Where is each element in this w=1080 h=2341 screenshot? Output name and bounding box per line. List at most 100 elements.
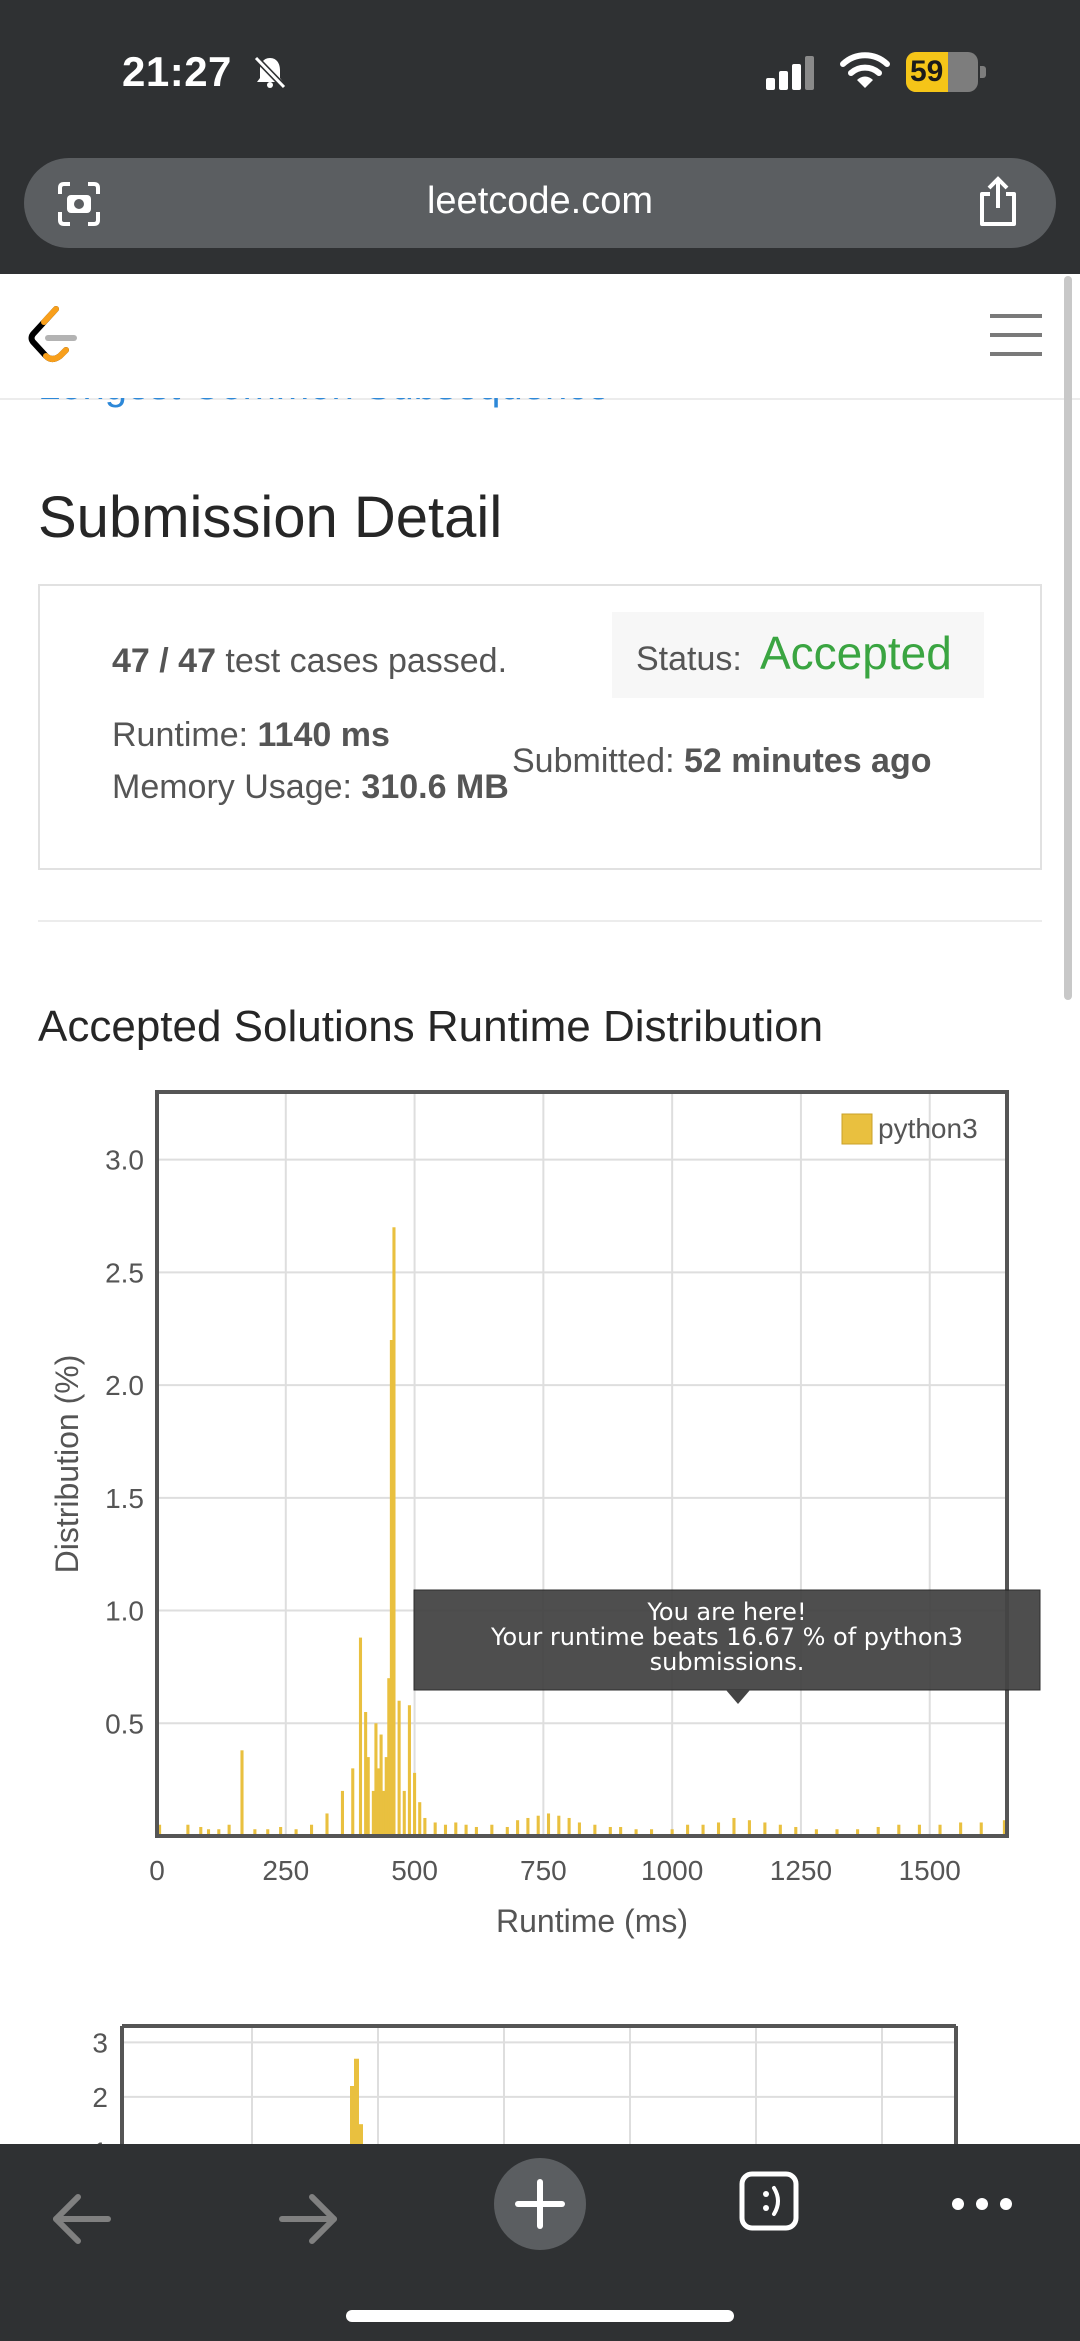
memory-distribution-chart[interactable]: 1 2 3 xyxy=(0,2006,1080,2144)
y-tick-label: 0.5 xyxy=(105,1708,144,1739)
chart-bar xyxy=(402,1790,406,1836)
chart-bar xyxy=(387,1678,391,1836)
chart-bar xyxy=(747,1820,751,1836)
chart-bar xyxy=(374,1723,378,1836)
test-cases-suffix: test cases passed. xyxy=(215,642,508,680)
chart-bar xyxy=(701,1824,705,1836)
signal-icon xyxy=(766,56,814,90)
runtime-tooltip xyxy=(413,1589,1041,1691)
submitted-label: Submitted: xyxy=(512,742,684,780)
y-tick-label: 2.0 xyxy=(105,1370,144,1401)
tooltip-line: You are here! xyxy=(646,1598,806,1626)
chart-bar xyxy=(392,1227,396,1836)
runtime-distribution-chart[interactable]: 0 250 500 750 1000 1250 1500 0.5 1.0 1.5 2.0 2.5 3.0… xyxy=(0,1078,1080,1958)
status-panel: Status: Accepted xyxy=(612,612,984,698)
chart-bar xyxy=(716,1822,721,1836)
x-tick-label: 1500 xyxy=(899,1855,961,1886)
chart-bar xyxy=(577,1822,581,1836)
share-icon[interactable] xyxy=(976,176,1020,228)
chart-bar xyxy=(358,2124,363,2144)
y-tick-label: 2 xyxy=(92,2082,108,2113)
chart-bar xyxy=(536,1815,540,1836)
memory-label: Memory Usage: xyxy=(112,768,362,806)
chart-bar xyxy=(384,1757,388,1836)
chart-bar xyxy=(979,1822,983,1836)
tabs-overview-icon[interactable] xyxy=(738,2170,800,2232)
tooltip-line: submissions. xyxy=(650,1648,805,1676)
chart-bar xyxy=(366,1757,370,1836)
memory-value: 310.6 MB xyxy=(361,768,509,806)
chart-bar xyxy=(464,1824,468,1836)
x-tick-label: 500 xyxy=(391,1855,438,1886)
page-content: Longest Common Subsequence Submission De… xyxy=(0,398,1080,2144)
new-tab-button[interactable] xyxy=(494,2158,586,2250)
chart-bar xyxy=(217,1829,221,1836)
chart-bar xyxy=(474,1826,478,1836)
y-tick-label: 1.5 xyxy=(105,1483,144,1514)
camera-scan-icon[interactable] xyxy=(56,182,102,226)
chart-bar xyxy=(608,1826,612,1836)
chart-bar xyxy=(186,1824,190,1836)
chart-bar xyxy=(938,1824,942,1836)
chart-bar xyxy=(856,1829,860,1836)
leetcode-logo-icon[interactable] xyxy=(26,306,80,366)
chart-bar xyxy=(389,1340,393,1836)
chart-bar xyxy=(917,1824,921,1836)
chart-bar xyxy=(814,1829,818,1836)
submitted-line: Submitted: 52 minutes ago xyxy=(512,742,932,781)
address-bar[interactable]: leetcode.com xyxy=(24,158,1056,248)
back-arrow-icon[interactable] xyxy=(48,2192,114,2246)
home-indicator xyxy=(346,2310,734,2322)
section-divider xyxy=(38,920,1042,922)
plus-icon xyxy=(515,2179,565,2229)
chart-bar xyxy=(379,1734,383,1836)
memory-line: Memory Usage: 310.6 MB xyxy=(112,768,509,807)
y-tick-label: 3.0 xyxy=(105,1145,144,1176)
chart-bar xyxy=(454,1822,458,1836)
chart-bar xyxy=(364,1712,368,1836)
wifi-icon xyxy=(840,52,890,88)
distribution-title: Accepted Solutions Runtime Distribution xyxy=(38,1002,824,1051)
chart-bar xyxy=(778,1824,782,1836)
chart-bar xyxy=(358,1637,363,1836)
chart-bar xyxy=(619,1826,623,1836)
chart-bar xyxy=(505,1826,509,1836)
status-time: 21:27 xyxy=(122,48,232,95)
chart-bar xyxy=(1002,1820,1006,1836)
x-tick-label: 0 xyxy=(149,1855,165,1886)
x-tick-label: 1250 xyxy=(770,1855,832,1886)
chart-bar xyxy=(279,1826,283,1836)
submitted-value: 52 minutes ago xyxy=(683,742,932,780)
runtime-value: 1140 ms xyxy=(257,716,390,754)
chart-bar xyxy=(240,1750,244,1836)
status-label: Status: xyxy=(636,640,742,678)
chart-bar xyxy=(634,1829,638,1836)
legend-swatch xyxy=(841,1113,873,1145)
test-cases-count: 47 / 47 xyxy=(112,642,216,680)
browser-top-chrome: 21:27 59 leetcode.com xyxy=(0,0,1080,274)
hamburger-menu-icon[interactable] xyxy=(990,312,1042,358)
page-scrollbar[interactable] xyxy=(1064,276,1072,1000)
problem-link[interactable]: Longest Common Subsequence xyxy=(38,398,609,409)
chart-bar xyxy=(593,1824,597,1836)
browser-bottom-toolbar xyxy=(0,2144,1080,2341)
chart-bar xyxy=(557,1815,561,1836)
chart-bar xyxy=(199,1826,203,1836)
url-text[interactable]: leetcode.com xyxy=(426,180,653,222)
chart-bar xyxy=(686,1824,690,1836)
forward-arrow-icon[interactable] xyxy=(276,2192,342,2246)
chart-bar xyxy=(354,2058,359,2144)
test-cases-line: 47 / 47 test cases passed. xyxy=(112,642,507,681)
y-tick-label: 2.5 xyxy=(105,1257,144,1288)
chart-bar xyxy=(670,1829,674,1836)
chart-bar xyxy=(371,1790,375,1836)
x-tick-label: 1000 xyxy=(641,1855,703,1886)
tooltip-line: Your runtime beats 16.67 % of python3 xyxy=(490,1623,963,1651)
more-options-icon[interactable] xyxy=(950,2192,1014,2216)
legend-label: python3 xyxy=(878,1113,978,1144)
chart-bar xyxy=(835,1829,839,1836)
tooltip-pointer xyxy=(726,1690,750,1704)
bell-muted-icon xyxy=(253,55,287,90)
chart-bar xyxy=(433,1822,437,1836)
chart-bar xyxy=(350,2086,355,2144)
